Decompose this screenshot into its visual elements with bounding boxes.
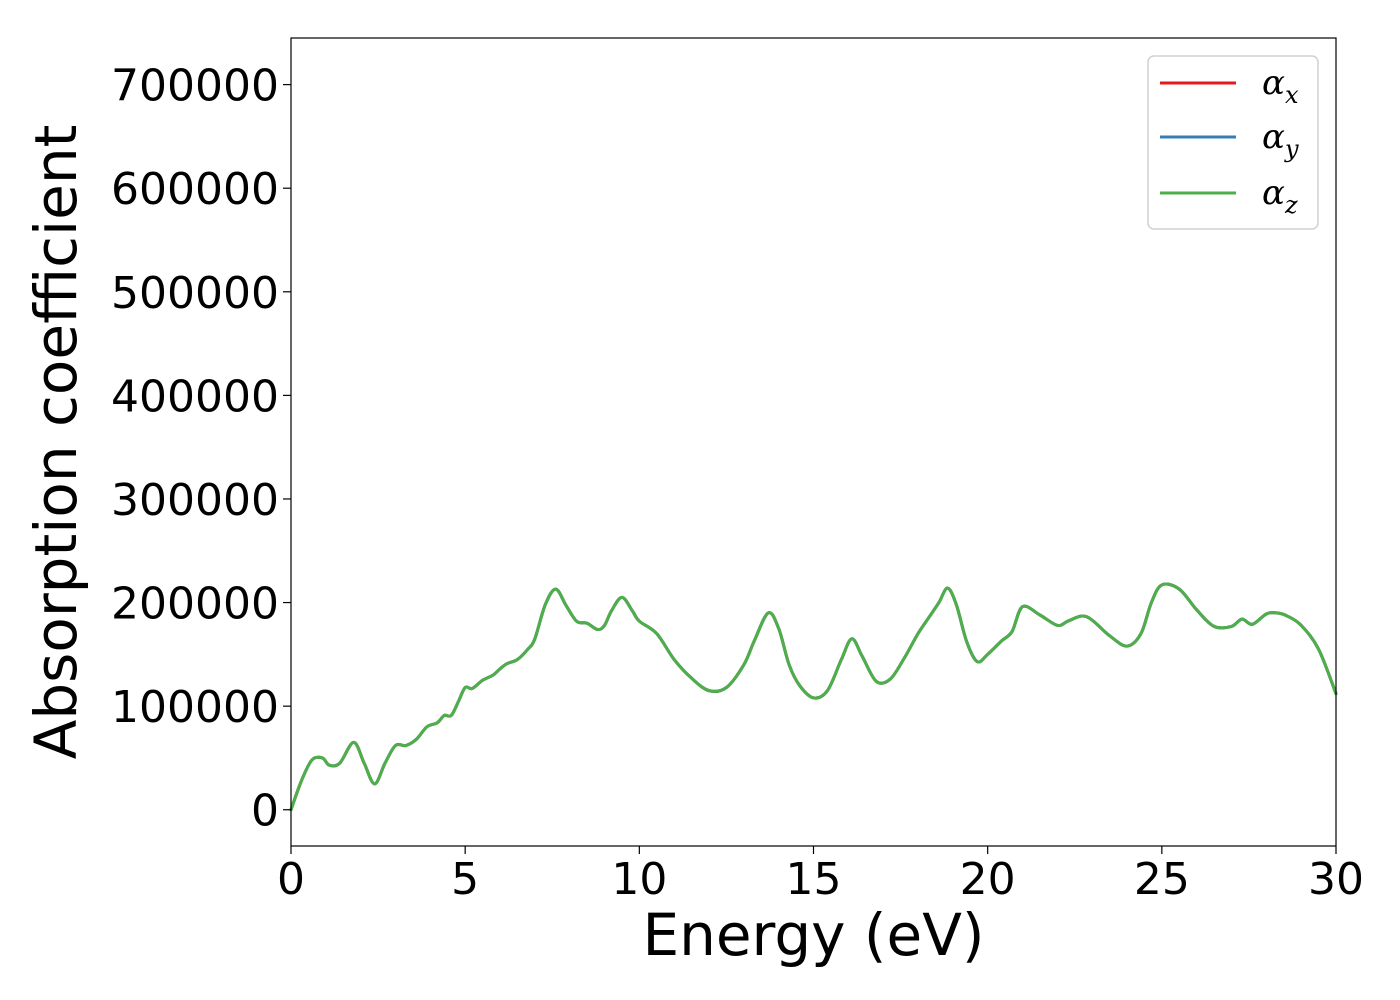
legend-entries: αx αy αz	[1160, 63, 1299, 219]
y-tick-label: 200000	[111, 579, 279, 630]
legend: αx αy αz	[1147, 55, 1319, 230]
legend-label: αy	[1262, 117, 1299, 163]
y-tick-label: 700000	[111, 61, 279, 112]
x-tick-label: 0	[277, 854, 305, 905]
y-tick-label: 400000	[111, 371, 279, 422]
x-axis-label: Energy (eV)	[642, 901, 984, 969]
x-tick-label: 15	[786, 854, 842, 905]
series-layer	[289, 582, 1338, 812]
y-tick-label: 300000	[111, 475, 279, 526]
legend-box	[1147, 55, 1319, 230]
y-tick-label: 100000	[111, 682, 279, 733]
y-axis-ticks: 0 100000 200000 300000 400000 500000 600000 700…	[111, 61, 291, 837]
y-tick-label: 0	[251, 786, 279, 837]
x-axis-ticks: 0 5 10 15 20 25 30	[277, 846, 1364, 905]
y-axis-label: Absorption coefficient	[22, 125, 90, 760]
x-tick-label: 20	[960, 854, 1016, 905]
series-line-alpha-z	[289, 582, 1338, 812]
legend-label: αz	[1262, 173, 1298, 219]
legend-label: αx	[1262, 63, 1299, 109]
x-tick-label: 25	[1134, 854, 1190, 905]
y-tick-label: 600000	[111, 164, 279, 215]
x-tick-label: 5	[451, 854, 479, 905]
y-tick-label: 500000	[111, 268, 279, 319]
x-tick-label: 30	[1308, 854, 1364, 905]
x-tick-label: 10	[611, 854, 667, 905]
